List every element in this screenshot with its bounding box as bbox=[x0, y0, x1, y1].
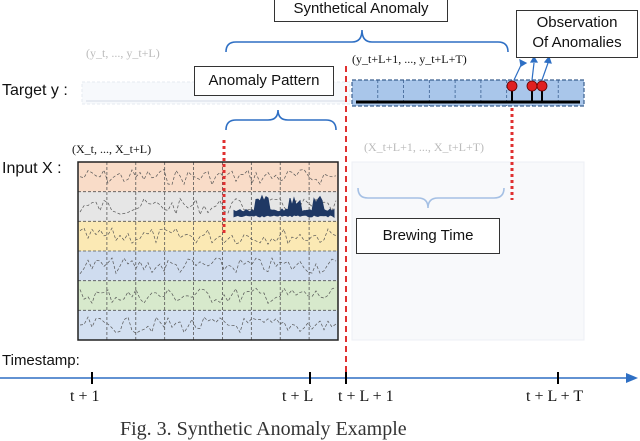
x-past-label: (X_t, ..., X_t+L) bbox=[72, 142, 152, 156]
observation-arrows bbox=[513, 55, 552, 81]
tick-label-tL: t + L bbox=[282, 388, 314, 405]
input-band-6 bbox=[78, 310, 338, 340]
anomaly-dot-1 bbox=[506, 80, 518, 92]
input-series-1 bbox=[79, 168, 337, 186]
target-label: Target y : bbox=[2, 82, 68, 99]
timeline-arrowhead bbox=[626, 373, 638, 383]
tick-label-tLT: t + L + T bbox=[526, 388, 584, 405]
target-future-box bbox=[351, 79, 585, 107]
synthetical-anomaly-bracket bbox=[225, 29, 509, 53]
timestamp-label: Timestamp: bbox=[2, 352, 80, 369]
input-series-6 bbox=[79, 316, 337, 334]
input-band-3 bbox=[78, 221, 338, 251]
input-series-2 bbox=[79, 197, 337, 216]
y-future-label: (y_t+L+1, ..., y_t+L+T) bbox=[352, 52, 467, 66]
input-waves bbox=[79, 168, 337, 334]
input-series-4 bbox=[79, 257, 337, 275]
anomaly-dot-3 bbox=[536, 80, 548, 92]
input-past-border bbox=[77, 161, 339, 341]
anomaly-pattern-wave bbox=[233, 194, 335, 218]
input-grid bbox=[78, 162, 338, 340]
input-bands bbox=[78, 162, 338, 340]
input-series-5 bbox=[79, 286, 337, 304]
figure-caption: Fig. 3. Synthetic Anomaly Example bbox=[120, 418, 407, 440]
brewing-time-box: Brewing Time bbox=[356, 218, 500, 254]
x-future-label: (X_t+L+1, ..., X_t+L+T) bbox=[364, 140, 485, 154]
input-series-3 bbox=[79, 227, 337, 245]
anomaly-pattern-bracket bbox=[225, 109, 337, 131]
tick-label-tL1: t + L + 1 bbox=[338, 388, 394, 405]
synthetical-anomaly-box: Synthetical Anomaly bbox=[274, 0, 448, 22]
y-past-label: (y_t, ..., y_t+L) bbox=[86, 46, 160, 60]
anomaly-pattern-box: Anomaly Pattern bbox=[194, 66, 334, 96]
input-band-1 bbox=[78, 162, 338, 192]
input-band-5 bbox=[78, 280, 338, 311]
observation-box: Observation Of Anomalies bbox=[516, 10, 638, 58]
tick-label-t1: t + 1 bbox=[70, 388, 100, 405]
input-label: Input X : bbox=[2, 160, 62, 177]
anomaly-dot-2 bbox=[526, 80, 538, 92]
